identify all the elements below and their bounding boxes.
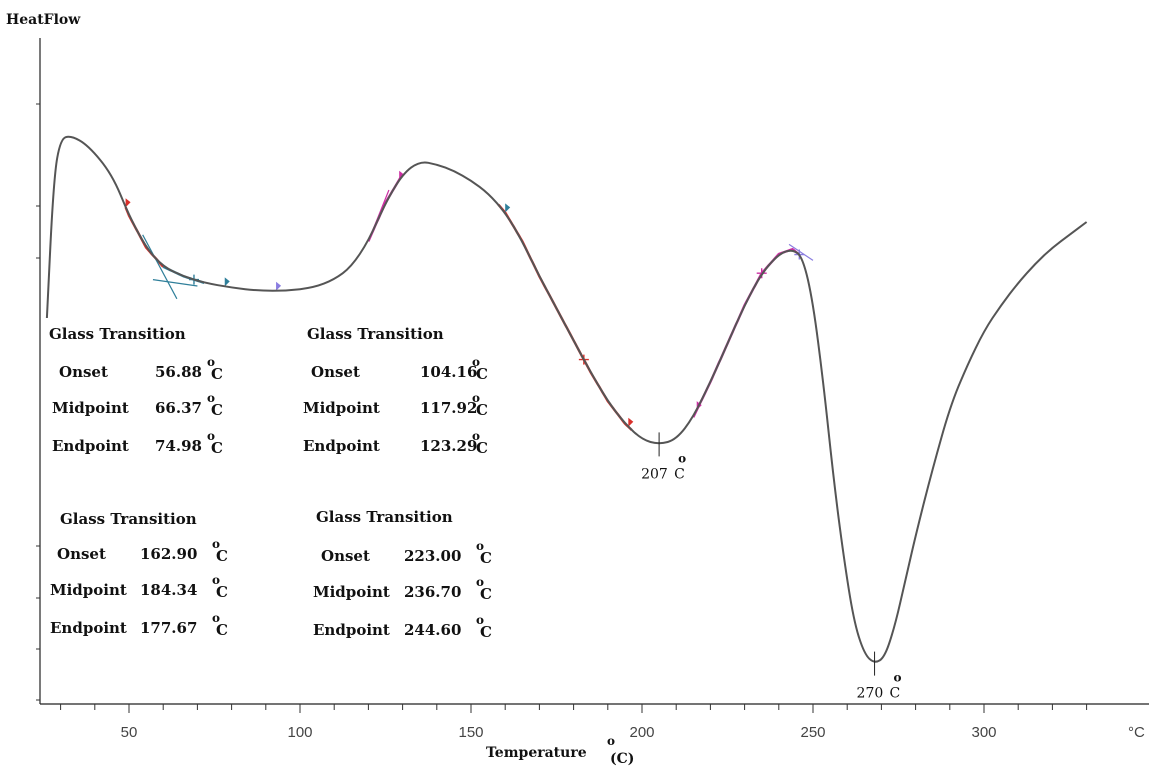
transition-row-label: Midpoint — [313, 583, 390, 601]
marker-flag — [505, 203, 511, 213]
peak-label-unit: C — [890, 686, 901, 702]
segment-3-red — [497, 203, 633, 431]
transition-row-degree: o — [207, 355, 215, 369]
transition-row-label: Onset — [57, 545, 106, 563]
x-ticks: 50 100 150 200 250 300 — [60, 704, 1088, 741]
analysis-segments — [124, 170, 814, 431]
transition-row-label: Endpoint — [313, 621, 390, 639]
transition-row-value: 244.60 — [404, 621, 461, 639]
transition-row-degree: o — [472, 391, 480, 405]
transition-row-value: 117.92 — [420, 399, 477, 417]
peak-label-degree: o — [894, 671, 902, 685]
transition-row-value: 66.37 — [155, 399, 202, 417]
transition-row-unit: C — [211, 365, 223, 383]
transition-row-label: Endpoint — [50, 619, 127, 637]
x-tick-label: 100 — [287, 724, 312, 741]
transition-title: Glass Transition — [49, 325, 186, 343]
transition-row-unit: C — [216, 547, 228, 565]
transition-row-label: Onset — [59, 363, 108, 381]
y-axis-label: HeatFlow — [6, 12, 81, 28]
x-axis-title: Temperature o (C) — [486, 734, 634, 767]
marker-flag — [125, 198, 131, 208]
transition-row-label: Onset — [311, 363, 360, 381]
transition-row-value: 223.00 — [404, 547, 461, 565]
transition-row-value: 74.98 — [155, 437, 202, 455]
peak-label: 270 — [857, 686, 884, 702]
transition-row-label: Endpoint — [303, 437, 380, 455]
transition-row-value: 236.70 — [404, 583, 461, 601]
marker-flag — [224, 277, 230, 287]
transition-title: Glass Transition — [60, 510, 197, 528]
x-axis-label-degree: o — [607, 734, 615, 748]
transition-row-label: Onset — [321, 547, 370, 565]
transition-row-unit: C — [476, 401, 488, 419]
transition-row-unit: C — [476, 365, 488, 383]
transition-row-degree: o — [212, 611, 220, 625]
transition-row-degree: o — [212, 573, 220, 587]
x-axis-label: Temperature — [486, 745, 587, 761]
transition-row-label: Endpoint — [52, 437, 129, 455]
transition-row-degree: o — [476, 539, 484, 553]
tangent-line — [152, 279, 198, 287]
x-axis-label-unit: (C) — [610, 751, 634, 767]
peak-label-unit: C — [674, 466, 685, 482]
transition-row-unit: C — [211, 401, 223, 419]
transition-row-degree: o — [207, 429, 215, 443]
transition-row-value: 162.90 — [140, 545, 197, 563]
x-tick-label: 200 — [629, 724, 654, 741]
transition-row-unit: C — [480, 585, 492, 603]
x-tick-label: 150 — [458, 724, 483, 741]
transition-row-degree: o — [207, 391, 215, 405]
transition-row-degree: o — [476, 613, 484, 627]
transition-row-degree: o — [476, 575, 484, 589]
transition-row-value: 56.88 — [155, 363, 202, 381]
tangent-line — [788, 243, 814, 261]
transition-row-unit: C — [216, 583, 228, 601]
x-tick-label: 250 — [800, 724, 825, 741]
transition-row-label: Midpoint — [50, 581, 127, 599]
transition-row-value: 184.34 — [140, 581, 197, 599]
transition-row-unit: C — [480, 623, 492, 641]
tangent-line — [142, 234, 178, 300]
transition-row-label: Midpoint — [303, 399, 380, 417]
x-tick-label: 50 — [121, 724, 138, 741]
peak-label-degree: o — [678, 451, 686, 465]
transition-title: Glass Transition — [307, 325, 444, 343]
transition-row-unit: C — [476, 439, 488, 457]
transition-row-degree: o — [212, 537, 220, 551]
transition-row-degree: o — [472, 355, 480, 369]
transition-row-label: Midpoint — [52, 399, 129, 417]
transition-title: Glass Transition — [316, 508, 453, 526]
transition-row-degree: o — [472, 429, 480, 443]
transition-row-value: 123.29 — [420, 437, 477, 455]
transition-row-unit: C — [216, 621, 228, 639]
transition-row-unit: C — [211, 439, 223, 457]
segment-4-magenta — [692, 247, 801, 418]
x-unit-label: °C — [1128, 724, 1145, 741]
marker-flag — [276, 281, 282, 291]
heatflow-curve — [45, 135, 1088, 663]
x-tick-label: 300 — [971, 724, 996, 741]
transition-row-value: 177.67 — [140, 619, 197, 637]
axes — [39, 38, 1149, 705]
transition-row-unit: C — [480, 549, 492, 567]
marker-flag — [628, 417, 634, 427]
y-ticks — [36, 103, 40, 701]
peak-label: 207 — [641, 466, 668, 482]
transition-row-value: 104.16 — [420, 363, 477, 381]
